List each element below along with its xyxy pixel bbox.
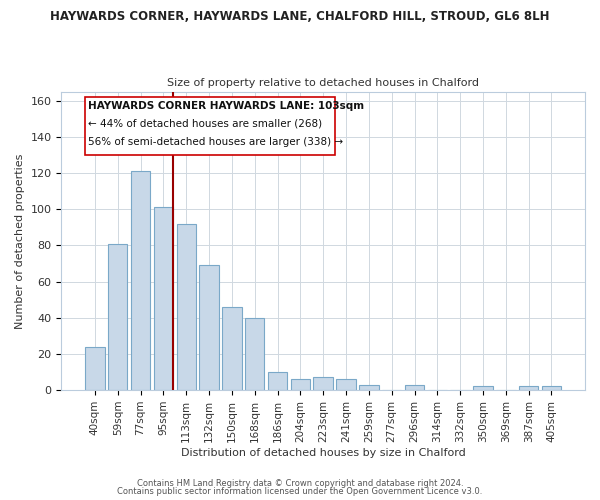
- Text: HAYWARDS CORNER HAYWARDS LANE: 103sqm: HAYWARDS CORNER HAYWARDS LANE: 103sqm: [88, 100, 364, 110]
- Text: Contains HM Land Registry data © Crown copyright and database right 2024.: Contains HM Land Registry data © Crown c…: [137, 478, 463, 488]
- Bar: [268, 372, 287, 390]
- Y-axis label: Number of detached properties: Number of detached properties: [15, 153, 25, 328]
- X-axis label: Distribution of detached houses by size in Chalford: Distribution of detached houses by size …: [181, 448, 466, 458]
- Bar: [176, 224, 196, 390]
- Text: HAYWARDS CORNER, HAYWARDS LANE, CHALFORD HILL, STROUD, GL6 8LH: HAYWARDS CORNER, HAYWARDS LANE, CHALFORD…: [50, 10, 550, 23]
- Bar: [222, 307, 242, 390]
- Bar: [313, 378, 333, 390]
- Bar: [85, 346, 104, 390]
- Bar: [131, 171, 150, 390]
- Text: 56% of semi-detached houses are larger (338) →: 56% of semi-detached houses are larger (…: [88, 137, 343, 147]
- Bar: [290, 379, 310, 390]
- Bar: [405, 384, 424, 390]
- Bar: [245, 318, 265, 390]
- Title: Size of property relative to detached houses in Chalford: Size of property relative to detached ho…: [167, 78, 479, 88]
- Bar: [154, 208, 173, 390]
- FancyBboxPatch shape: [85, 97, 335, 155]
- Bar: [473, 386, 493, 390]
- Text: Contains public sector information licensed under the Open Government Licence v3: Contains public sector information licen…: [118, 487, 482, 496]
- Bar: [519, 386, 538, 390]
- Bar: [542, 386, 561, 390]
- Bar: [199, 266, 219, 390]
- Bar: [337, 379, 356, 390]
- Text: ← 44% of detached houses are smaller (268): ← 44% of detached houses are smaller (26…: [88, 118, 322, 128]
- Bar: [359, 384, 379, 390]
- Bar: [108, 244, 127, 390]
